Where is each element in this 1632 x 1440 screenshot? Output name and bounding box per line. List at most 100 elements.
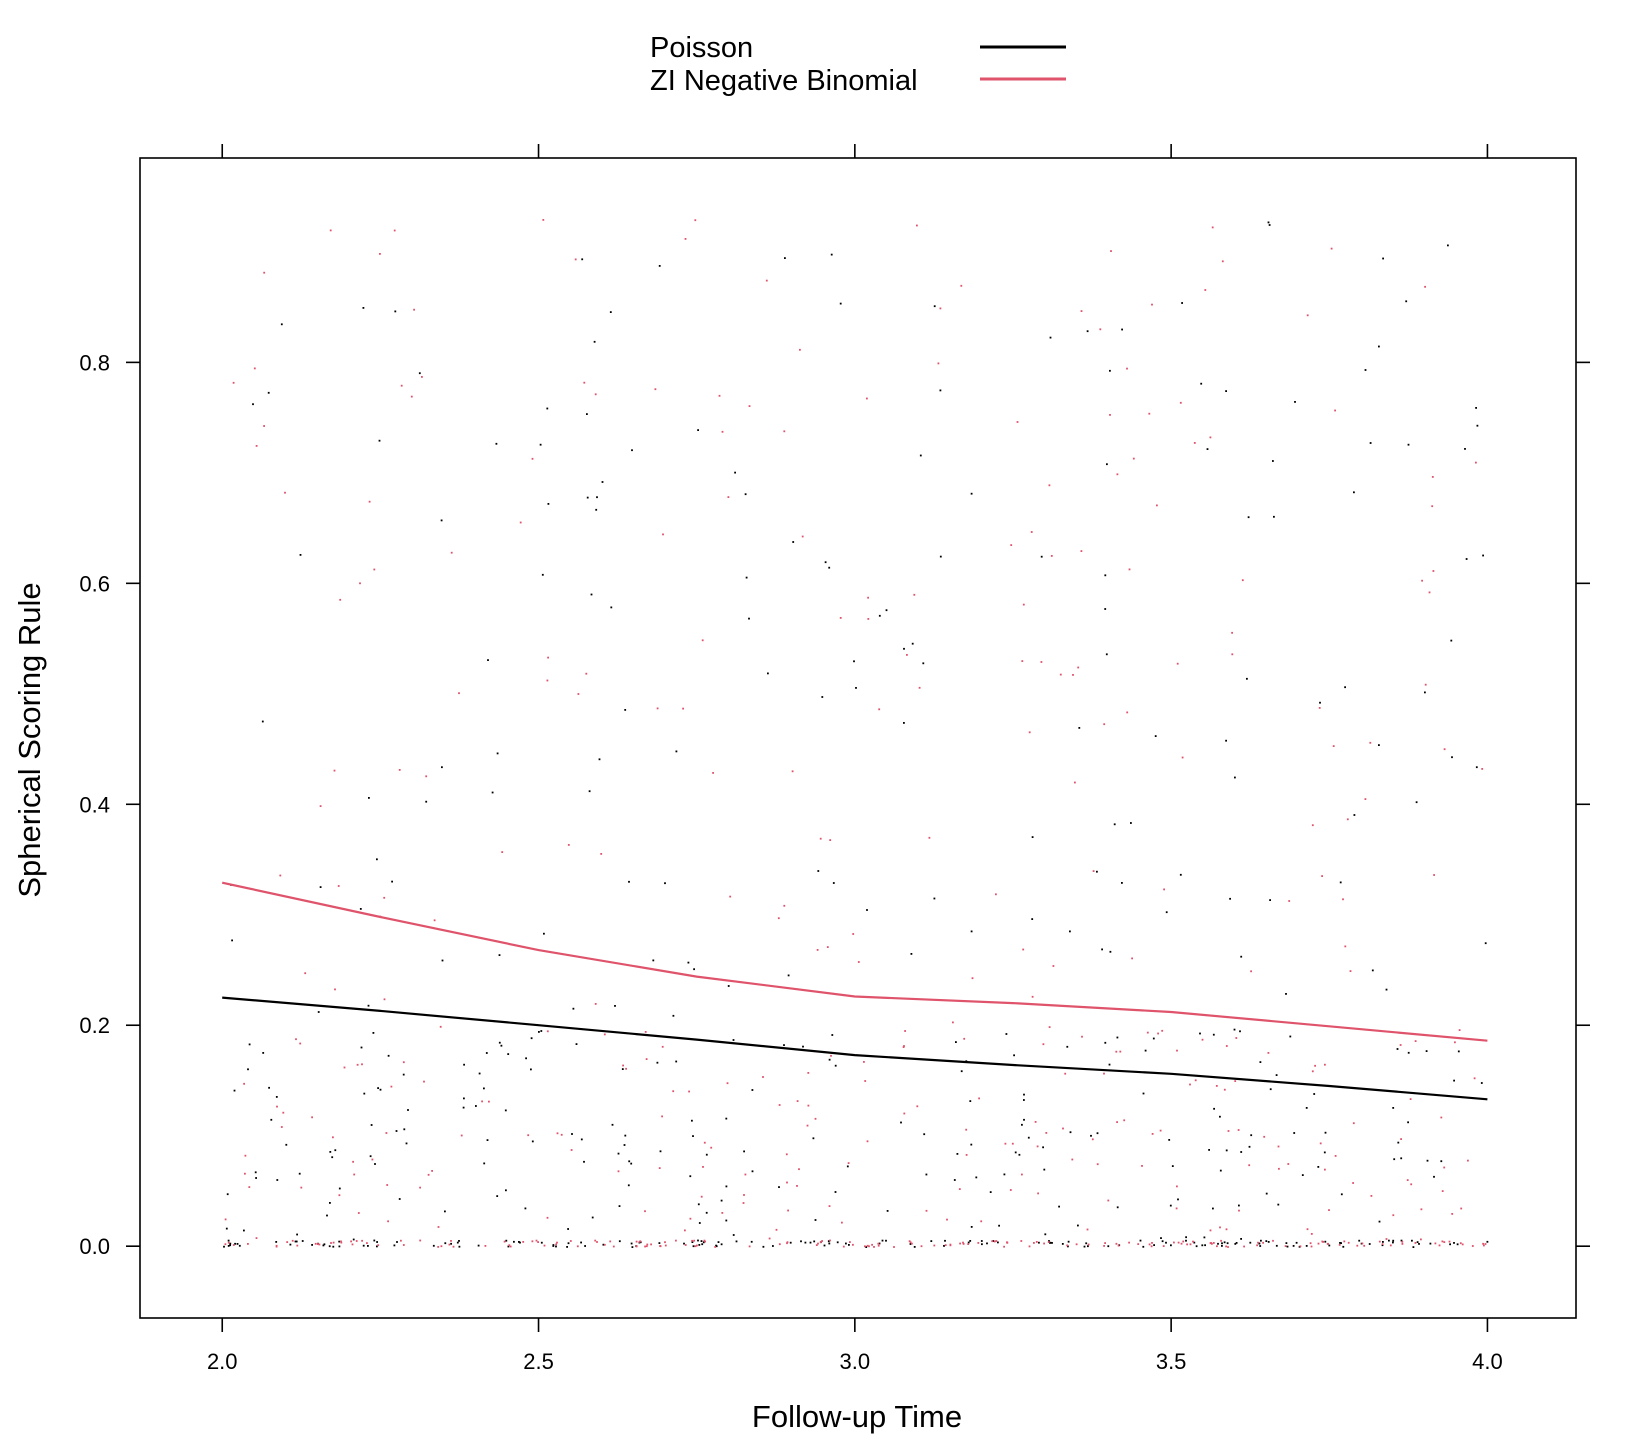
data-point [567,1242,570,1245]
data-point [378,439,381,442]
data-point [601,481,604,483]
data-point [1475,766,1478,769]
data-point [750,1240,753,1243]
data-point [1064,1072,1067,1075]
data-point [1067,1245,1069,1248]
data-point [338,1194,341,1197]
data-point [433,919,436,922]
data-point [508,1244,511,1247]
data-point [1091,1138,1094,1141]
data-point [664,1241,666,1244]
data-point [227,1245,230,1247]
data-point [1037,1192,1039,1195]
data-point [1420,1238,1422,1241]
data-point [243,1082,245,1085]
data-point [343,1066,346,1069]
data-point [421,376,423,378]
data-point [1346,818,1349,821]
data-point [821,1240,823,1242]
data-point [827,1240,830,1243]
data-point [1204,289,1207,291]
data-point [1324,1063,1326,1066]
data-point [1267,1241,1270,1243]
data-point [1392,1239,1395,1242]
data-point [1013,1054,1015,1057]
data-point [1169,1204,1172,1207]
data-point [1154,735,1157,737]
data-point [1484,942,1487,945]
data-point [1212,1033,1215,1036]
data-point [800,1240,802,1243]
data-point [867,596,869,599]
data-point [1411,1239,1413,1242]
data-point [1243,1245,1245,1248]
data-point [385,1132,388,1134]
data-point [1443,748,1446,751]
data-point [1223,1241,1226,1244]
data-point [650,1243,652,1246]
data-point [928,836,931,839]
data-point [1338,1244,1341,1246]
data-point [1096,1163,1099,1166]
data-point [1066,1045,1069,1048]
data-point [693,1239,695,1242]
data-point [460,1134,463,1137]
data-point [1289,1035,1292,1038]
data-point [1250,970,1252,973]
data-point [691,1119,693,1122]
data-point [440,1245,443,1248]
data-point [376,858,378,861]
data-point [1031,995,1034,998]
data-point [371,1158,374,1161]
data-point [1020,1240,1023,1242]
data-point [444,1210,446,1213]
data-point [911,642,914,645]
data-point [236,1243,239,1245]
data-point [276,1105,278,1108]
data-point [1199,1032,1201,1035]
data-point [1451,1213,1454,1215]
data-point [369,1155,372,1158]
data-point [710,1146,713,1149]
data-point [789,1241,792,1244]
data-point [866,1140,869,1143]
data-point [618,1205,621,1207]
data-point [627,1184,630,1187]
legend-label-zinb: ZI Negative Binomial [650,65,918,97]
data-point [1181,756,1184,759]
data-point [477,1244,480,1247]
data-point [878,614,881,617]
data-point [658,265,661,267]
data-point [229,1242,232,1245]
data-point [1405,300,1408,303]
data-point [1128,568,1131,571]
data-point [1334,409,1336,412]
data-point [783,430,786,433]
data-point [920,1245,923,1248]
data-point [1443,1166,1446,1169]
data-point [1050,555,1053,557]
data-point [263,271,266,274]
data-point [595,508,598,511]
data-point [586,413,588,415]
data-point [828,1058,831,1061]
data-point [366,1242,368,1244]
data-point [357,1212,360,1214]
data-point [785,1153,788,1156]
data-point [314,1242,317,1245]
data-point [1161,1240,1164,1243]
data-point [1040,661,1043,663]
data-point [458,1245,461,1248]
data-point [261,720,264,723]
data-point [1219,1115,1221,1118]
data-point [419,1186,421,1189]
data-point [1441,1240,1444,1243]
data-point [547,656,549,659]
data-point [1471,1245,1474,1247]
data-point [1075,1243,1078,1246]
data-point [970,1143,973,1146]
data-point [1061,1243,1064,1245]
data-point [1083,1245,1086,1248]
data-point [1480,1082,1483,1084]
data-point [1433,1175,1435,1178]
